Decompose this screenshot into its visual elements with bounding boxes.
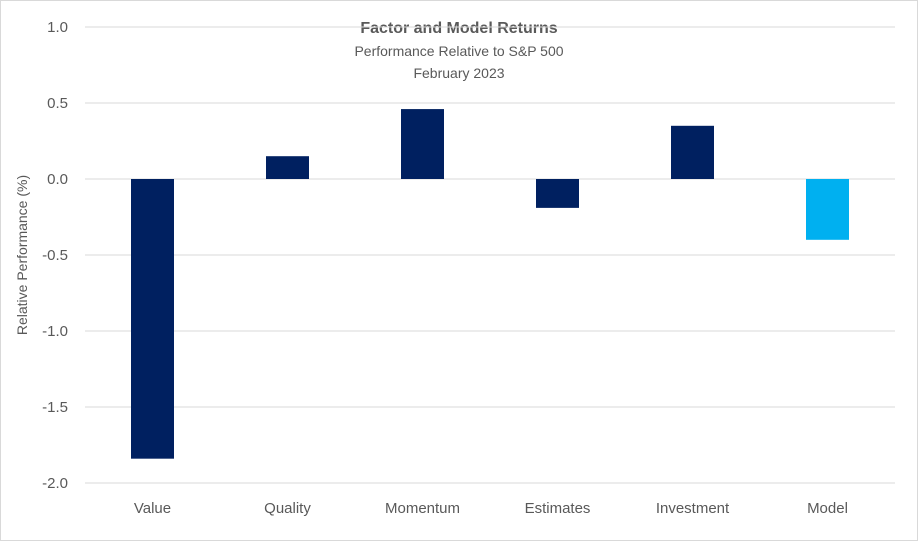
y-tick-label: 1.0 — [47, 19, 68, 36]
y-tick-label: -2.0 — [42, 475, 68, 492]
x-tick-label: Quality — [264, 500, 311, 517]
x-tick-label: Estimates — [525, 500, 591, 517]
y-axis-label: Relative Performance (%) — [14, 175, 30, 335]
x-tick-label: Investment — [656, 500, 730, 517]
y-tick-labels: 1.0 0.5 0.0 -0.5 -1.0 -1.5 -2.0 — [42, 19, 68, 492]
y-tick-label: -1.0 — [42, 323, 68, 340]
gridlines — [85, 26, 895, 484]
bar-estimates — [536, 179, 579, 208]
y-tick-label: -1.5 — [42, 399, 68, 416]
bar-model — [806, 179, 849, 240]
chart-subtitle: Performance Relative to S&P 500 — [354, 43, 563, 59]
chart-date: February 2023 — [413, 65, 504, 81]
bar-value — [131, 179, 174, 459]
y-tick-label: -0.5 — [42, 247, 68, 264]
bar-investment — [671, 125, 714, 179]
bar-momentum — [401, 109, 444, 179]
bar-quality — [266, 156, 309, 179]
x-tick-label: Model — [807, 500, 848, 517]
x-tick-label: Momentum — [385, 500, 460, 517]
x-tick-label: Value — [134, 500, 171, 517]
bars — [131, 109, 849, 459]
y-tick-label: 0.5 — [47, 95, 68, 112]
chart-title: Factor and Model Returns — [360, 20, 557, 37]
y-tick-label: 0.0 — [47, 171, 68, 188]
x-tick-labels: Value Quality Momentum Estimates Investment M… — [134, 500, 848, 517]
